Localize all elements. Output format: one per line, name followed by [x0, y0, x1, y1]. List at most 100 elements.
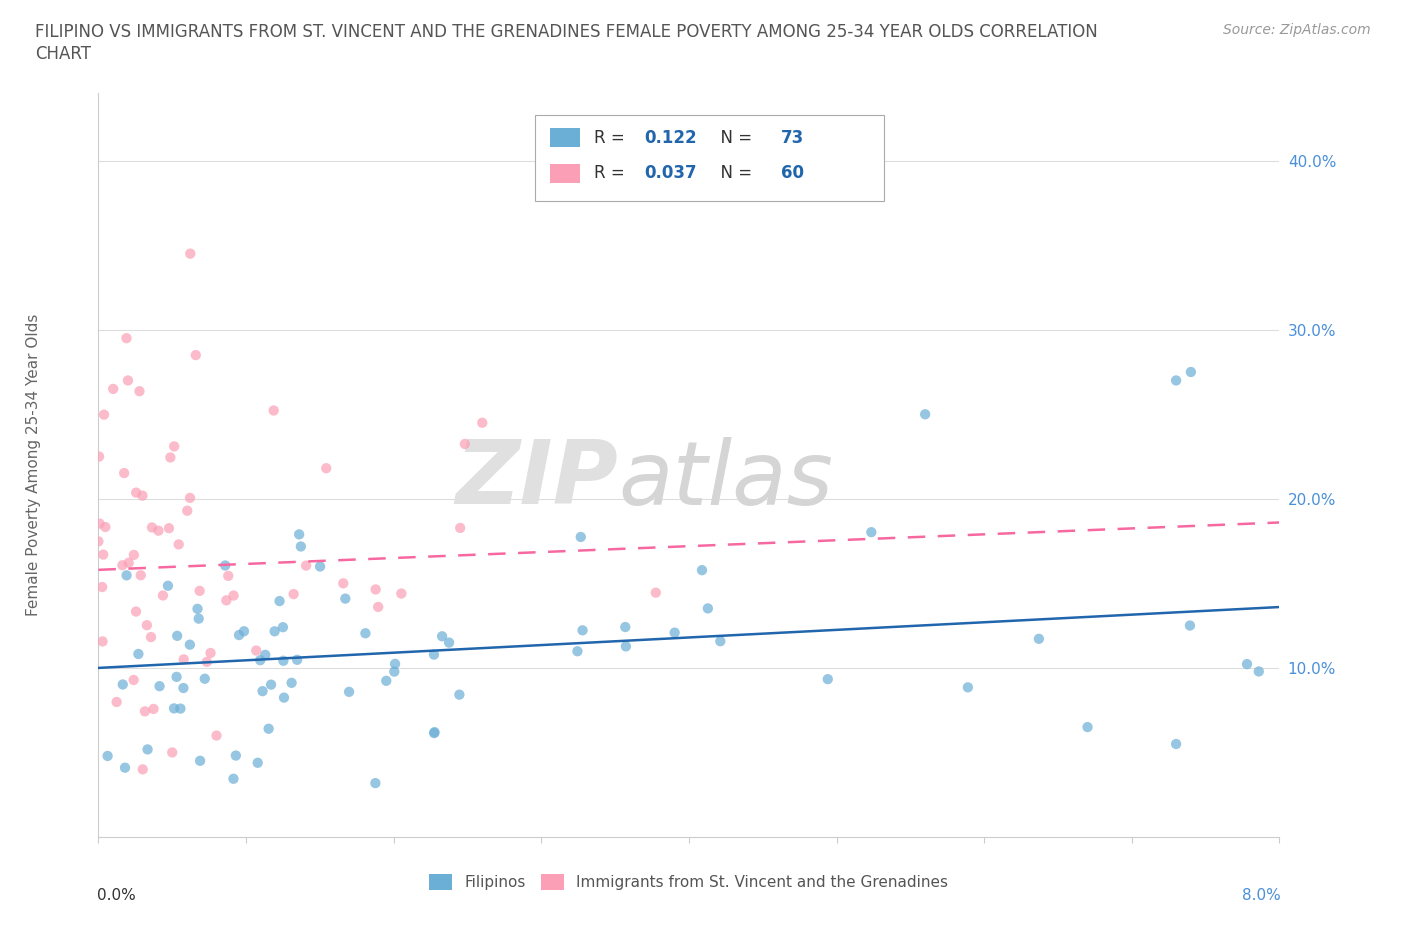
Point — [384, 657, 406, 671]
Point — [131, 488, 153, 503]
Point — [89, 516, 111, 531]
Point — [157, 521, 180, 536]
Point — [152, 588, 174, 603]
Point — [860, 525, 883, 539]
Point — [454, 436, 477, 451]
Point — [285, 652, 308, 667]
Point — [166, 670, 188, 684]
Point — [132, 762, 155, 777]
Point — [117, 373, 139, 388]
Point — [332, 576, 354, 591]
Point — [1236, 657, 1258, 671]
Point — [179, 637, 201, 652]
Point — [1028, 631, 1050, 646]
Point — [382, 664, 405, 679]
Point — [309, 559, 332, 574]
Point — [423, 647, 446, 662]
Point — [94, 520, 117, 535]
Text: N =: N = — [710, 165, 758, 182]
Point — [569, 529, 592, 544]
Point — [114, 760, 136, 775]
Point — [184, 348, 207, 363]
Point — [252, 684, 274, 698]
Point — [91, 634, 114, 649]
Point — [222, 588, 245, 603]
Text: FILIPINO VS IMMIGRANTS FROM ST. VINCENT AND THE GRENADINES FEMALE POVERTY AMONG : FILIPINO VS IMMIGRANTS FROM ST. VINCENT … — [35, 23, 1098, 41]
Point — [159, 450, 181, 465]
Point — [162, 745, 183, 760]
Point — [364, 582, 387, 597]
Point — [273, 653, 295, 668]
Point — [122, 672, 145, 687]
Point — [125, 485, 148, 500]
Point — [93, 407, 115, 422]
Text: atlas: atlas — [619, 437, 832, 523]
Point — [115, 331, 138, 346]
Text: ZIP: ZIP — [456, 436, 619, 524]
Text: 60: 60 — [782, 165, 804, 182]
Point — [288, 527, 311, 542]
Point — [614, 619, 637, 634]
Point — [696, 601, 718, 616]
Point — [163, 701, 186, 716]
Point — [273, 690, 295, 705]
Point — [135, 618, 157, 632]
Point — [228, 628, 250, 643]
Point — [233, 624, 256, 639]
Point — [295, 558, 318, 573]
Point — [134, 704, 156, 719]
Text: 0.037: 0.037 — [644, 165, 697, 182]
Point — [129, 568, 152, 583]
Point — [449, 687, 471, 702]
Point — [1166, 737, 1188, 751]
Point — [163, 439, 186, 454]
Point — [423, 724, 446, 739]
Legend: Filipinos, Immigrants from St. Vincent and the Grenadines: Filipinos, Immigrants from St. Vincent a… — [423, 868, 955, 897]
Point — [263, 403, 285, 418]
Point — [136, 742, 159, 757]
Point — [111, 558, 134, 573]
Point — [169, 701, 191, 716]
Point — [105, 695, 128, 710]
Point — [122, 548, 145, 563]
Point — [148, 524, 170, 538]
Point — [263, 624, 285, 639]
Point — [690, 563, 713, 578]
Point — [167, 537, 190, 551]
Point — [142, 701, 165, 716]
Point — [423, 725, 446, 740]
Point — [188, 753, 211, 768]
Point — [188, 583, 211, 598]
Point — [249, 653, 271, 668]
Point — [222, 771, 245, 786]
Point — [156, 578, 179, 593]
Point — [1247, 664, 1270, 679]
Text: 73: 73 — [782, 128, 804, 147]
Point — [112, 466, 135, 481]
Point — [254, 647, 277, 662]
Text: 8.0%: 8.0% — [1241, 887, 1281, 903]
Bar — [550, 128, 581, 147]
Point — [471, 416, 494, 431]
Point — [1180, 365, 1202, 379]
Point — [956, 680, 979, 695]
Point — [176, 503, 198, 518]
Point — [111, 677, 134, 692]
Point — [389, 586, 412, 601]
Point — [194, 671, 217, 686]
Point — [115, 568, 138, 583]
Point — [87, 449, 110, 464]
Text: 0.0%: 0.0% — [97, 887, 136, 903]
Point — [567, 644, 589, 658]
Point — [139, 630, 162, 644]
Text: R =: R = — [595, 165, 630, 182]
Point — [125, 604, 148, 619]
FancyBboxPatch shape — [536, 115, 884, 201]
Point — [166, 629, 188, 644]
Point — [187, 611, 209, 626]
Point — [260, 677, 283, 692]
Point — [214, 558, 236, 573]
Point — [200, 645, 222, 660]
Text: R =: R = — [595, 128, 630, 147]
Point — [148, 679, 170, 694]
